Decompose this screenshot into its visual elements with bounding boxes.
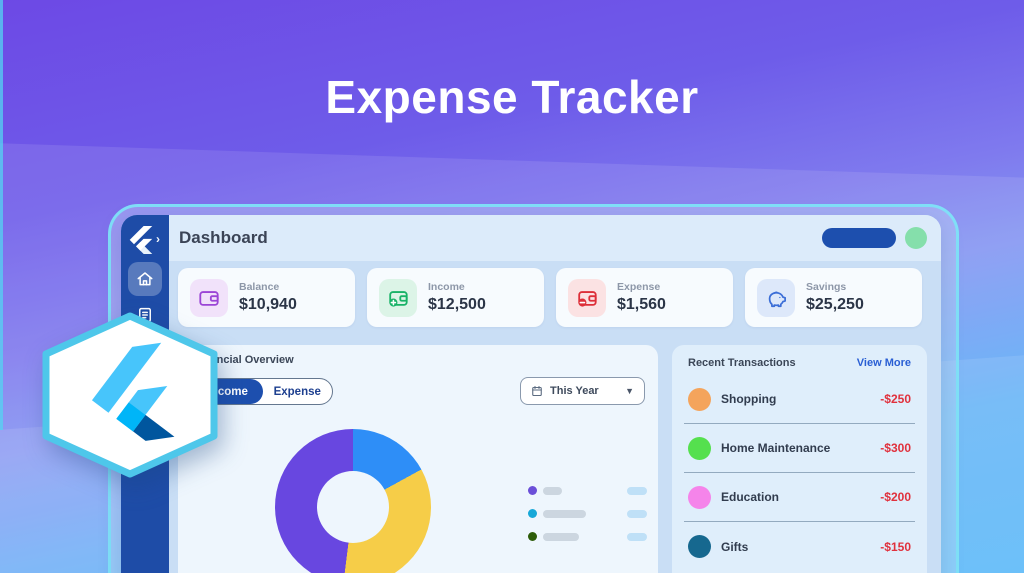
panel-title: Financial Overview xyxy=(194,354,294,366)
card-label: Balance xyxy=(239,281,280,293)
savings-card[interactable]: Savings $25,250 xyxy=(745,268,922,327)
wallet-plus-icon xyxy=(379,278,417,317)
left-edge-glow xyxy=(0,0,3,430)
legend-value-bar xyxy=(627,532,647,541)
donut-chart[interactable] xyxy=(275,429,431,573)
transaction-row[interactable]: Gifts -$150 xyxy=(684,522,915,571)
transaction-row[interactable]: Education -$200 xyxy=(684,473,915,522)
card-value: $10,940 xyxy=(239,296,297,313)
hexagon-shape xyxy=(42,312,218,478)
chevron-down-icon: ▼ xyxy=(625,386,634,396)
period-label: This Year xyxy=(550,385,599,397)
avatar[interactable] xyxy=(905,227,927,249)
expense-card[interactable]: Expense $1,560 xyxy=(556,268,733,327)
window-header: Dashboard xyxy=(169,215,941,261)
legend-dot xyxy=(528,509,537,518)
hero-title: Expense Tracker xyxy=(325,71,699,123)
legend-dot xyxy=(528,486,537,495)
view-more-link[interactable]: View More xyxy=(856,357,911,369)
financial-overview-panel: Financial Overview Income Expense This Y… xyxy=(178,345,658,573)
card-value: $25,250 xyxy=(806,296,864,313)
transaction-amount: -$250 xyxy=(880,392,911,406)
category-dot xyxy=(688,535,711,558)
legend-row xyxy=(528,486,647,495)
piggy-bank-icon xyxy=(757,278,795,317)
card-value: $12,500 xyxy=(428,296,486,313)
legend-bar xyxy=(543,486,562,495)
transaction-amount: -$200 xyxy=(880,490,911,504)
page-title: Dashboard xyxy=(179,228,268,247)
card-label: Expense xyxy=(617,281,661,293)
dashboard-window: › Dashboard xyxy=(121,215,941,573)
app-logo-icon xyxy=(129,226,153,254)
transaction-amount: -$300 xyxy=(880,441,911,455)
flutter-logo-icon xyxy=(91,342,175,441)
legend-row xyxy=(528,532,647,541)
sidebar-item-home[interactable] xyxy=(128,262,162,296)
panel-title: Recent Transactions xyxy=(688,357,796,369)
stat-cards-row: Balance $10,940 Income $12,500 xyxy=(178,268,922,327)
transaction-amount: -$150 xyxy=(880,539,911,554)
sidebar-expand-icon[interactable]: › xyxy=(156,232,160,246)
home-icon xyxy=(137,272,153,286)
flutter-badge xyxy=(42,312,218,478)
legend-bar xyxy=(543,532,579,541)
transaction-name: Education xyxy=(721,490,780,504)
category-dot xyxy=(688,436,711,460)
category-dot xyxy=(688,387,711,411)
donut-hole xyxy=(317,471,389,543)
legend-row xyxy=(528,509,647,518)
transaction-name: Home Maintenance xyxy=(721,441,831,455)
transaction-row[interactable]: Home Maintenance -$300 xyxy=(684,424,915,473)
legend-dot xyxy=(528,532,537,541)
period-dropdown[interactable]: This Year ▼ xyxy=(520,377,645,405)
legend-bar xyxy=(543,509,586,518)
header-pill-button[interactable] xyxy=(822,228,896,248)
card-label: Income xyxy=(428,281,465,293)
content-area: Balance $10,940 Income $12,500 xyxy=(169,261,941,573)
income-card[interactable]: Income $12,500 xyxy=(367,268,544,327)
balance-card[interactable]: Balance $10,940 xyxy=(178,268,355,327)
transaction-name: Gifts xyxy=(721,539,749,554)
toggle-expense[interactable]: Expense xyxy=(273,385,321,398)
wallet-minus-icon xyxy=(568,278,606,317)
transaction-row[interactable]: Shopping -$250 xyxy=(684,375,915,424)
calendar-icon xyxy=(532,385,542,397)
legend-value-bar xyxy=(627,486,647,495)
card-label: Savings xyxy=(806,281,847,293)
legend-value-bar xyxy=(627,509,647,518)
recent-transactions-panel: Recent Transactions View More Shopping -… xyxy=(672,345,927,573)
transactions-list: Shopping -$250 Home Maintenance -$300 Ed… xyxy=(684,375,915,571)
card-value: $1,560 xyxy=(617,296,666,313)
transaction-name: Shopping xyxy=(721,392,777,406)
category-dot xyxy=(688,485,711,509)
chart-legend xyxy=(528,486,647,555)
wallet-icon xyxy=(190,278,228,317)
